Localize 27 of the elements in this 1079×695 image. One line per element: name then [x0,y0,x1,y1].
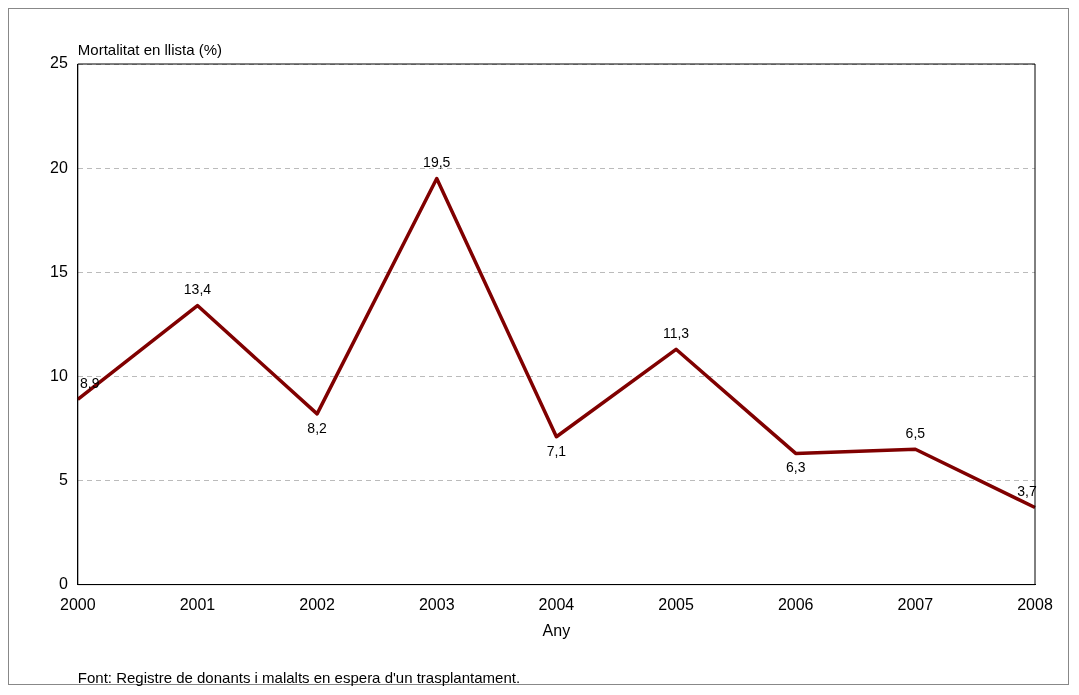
data-label: 19,5 [423,154,451,171]
data-label: 13,4 [183,281,212,298]
x-tick-label: 2001 [179,595,216,613]
x-axis-title: Any [542,621,571,639]
x-tick-label: 2006 [777,595,814,613]
x-tick-label: 2008 [1017,595,1053,613]
text: Font: Registre de donants i malalts en espera d'un trasplantament. [77,668,521,686]
x-tick-label: 2002 [299,595,335,613]
y-axis-title: Mortalitat en llista (%) [77,40,223,58]
data-label: 3,7 [1017,483,1037,500]
y-tick-label: 0 [58,575,68,593]
data-label: 8,2 [307,419,328,436]
y-tick-label: 10 [50,366,68,384]
data-label: 7,1 [546,442,567,459]
x-tick-label: 2000 [60,595,96,613]
x-tick-label: 2004 [538,595,575,613]
y-tick-label: 5 [58,470,68,488]
y-tick-label: 25 [50,54,68,72]
x-tick-label: 2007 [897,595,934,613]
data-label: 6,3 [785,459,806,476]
x-tick-label: 2003 [418,595,455,613]
y-tick-label: 15 [50,262,68,280]
x-tick-label: 2005 [658,595,694,613]
data-label: 6,5 [905,425,926,442]
y-tick-label: 20 [50,158,68,176]
data-label: 8,9 [80,375,100,392]
data-label: 11,3 [662,325,690,342]
